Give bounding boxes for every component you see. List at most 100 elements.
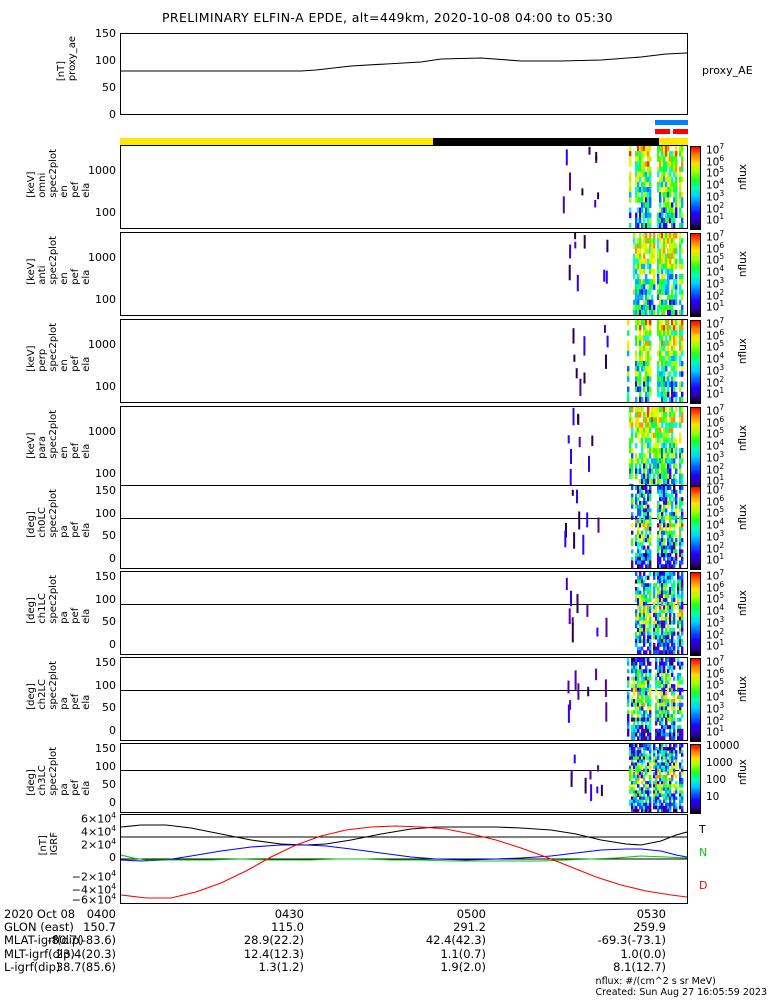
colorbar-tick-label: 102: [706, 712, 725, 728]
xaxis-cell: 1.0(0.0): [620, 946, 666, 961]
xaxis-cell: 28.9(22.2): [243, 933, 304, 948]
exponent: 1: [719, 724, 725, 734]
axis-title-part: [deg]: [26, 597, 37, 624]
axis-title-part: ela: [81, 443, 92, 459]
colorbar-title: nflux: [737, 164, 749, 191]
colorbar-tick-label: 10000: [706, 740, 740, 752]
axis-title-part: en: [59, 446, 70, 459]
exponent: 1: [719, 386, 725, 396]
axis-title-part: pef: [70, 355, 81, 372]
exponent: 3: [719, 700, 725, 710]
colorbar-tick-label: 101: [706, 299, 725, 314]
spec_anti-axis-title: ela pef en spec2plot anti [keV]: [26, 236, 92, 285]
axis-title-part: [keV]: [26, 345, 37, 372]
colorbar-tick-label: 101: [706, 724, 725, 739]
pa_ch1-axis-title: ela pef pa spec2plot ch1LC [deg]: [26, 575, 92, 624]
axis-title-part: [keV]: [26, 432, 37, 459]
pa_ch2-spectrogram-data: [567, 658, 684, 740]
colorbar-tick-label: 104: [706, 351, 725, 366]
exponent: 3: [719, 449, 725, 459]
igrf-ytick-4e4: 4×104: [81, 824, 116, 839]
pa_ch1-ytick: 0: [109, 638, 116, 651]
colorbar-tick-label: 107: [706, 229, 725, 244]
dnbar-day-1: [120, 138, 433, 147]
xaxis-row-label: MLT-igrf(dip): [4, 946, 75, 961]
panel-pa_ch1: [120, 571, 688, 655]
pa_ch3-ytick: 50: [102, 778, 116, 791]
xaxis-cell: 291.2: [453, 920, 486, 935]
colorbar-3: [690, 407, 701, 491]
exponent: 6: [719, 153, 725, 163]
colorbar-tick-label: 101: [706, 212, 725, 227]
exponent: 6: [719, 493, 725, 503]
spec_anti-ytick: 100: [95, 293, 116, 306]
exponent: 7: [719, 654, 725, 663]
colorbar-tick-label: 102: [706, 200, 725, 216]
exponent: 2: [719, 374, 725, 384]
pa_ch2-ytick: 0: [109, 724, 116, 737]
colorbar-tick-label: 102: [706, 540, 725, 556]
marker-red-right: [673, 129, 688, 134]
colorbar-tick-label: 1000: [706, 757, 733, 770]
colorbar-0: [690, 146, 701, 230]
xaxis-cell: 150.7: [83, 920, 116, 935]
colorbar-tick-label: 102: [706, 461, 725, 477]
proxy-ae-ytick-150: 150: [95, 27, 116, 40]
exponent: 3: [719, 362, 725, 372]
axis-title-part: pa: [59, 697, 70, 710]
colorbar-tick-label: 103: [706, 275, 725, 291]
colorbar-tick-label: 103: [706, 449, 725, 465]
pa_ch0-ytick: 50: [102, 529, 116, 543]
axis-title-part: ela: [81, 694, 92, 710]
colorbar-title: nflux: [737, 425, 749, 452]
colorbar-tick-label: 105: [706, 505, 725, 520]
xaxis-cell: 259.9: [633, 920, 666, 935]
exponent: 7: [719, 142, 725, 151]
exponent: 6: [719, 579, 725, 589]
panel-spec_para: [120, 406, 688, 490]
axis-title-part: spec2plot: [48, 236, 59, 285]
xaxis-cell: 42.4(42.3): [425, 933, 486, 948]
axis-title-part: pa: [59, 611, 70, 624]
spec_para-ytick: 100: [95, 467, 116, 480]
pa_ch1-ytick: 150: [95, 570, 116, 583]
xaxis-row-label: L-igrf(dip): [4, 959, 61, 974]
colorbar-tick-label: 107: [706, 482, 725, 497]
spec_perp-axis-title: ela pef en spec2plot perp [keV]: [26, 323, 92, 372]
axis-title-part: pef: [70, 521, 81, 538]
axis-title-part: proxy_ae: [67, 36, 78, 82]
colorbar-tick-label: 101: [706, 386, 725, 401]
footer-line-1: nflux: #/(cm^2 s sr MeV): [595, 976, 716, 987]
axis-title-part: spec2plot: [48, 410, 59, 459]
exponent: 4: [719, 603, 725, 613]
xaxis-cell: 1.1(0.7): [440, 946, 486, 961]
dnbar-night-1: [433, 138, 659, 147]
xaxis-cell: 1.3(1.2): [258, 959, 304, 974]
igrf-trace-n: [121, 854, 687, 862]
spec_perp-ytick: 1000: [88, 338, 116, 351]
exponent: 5: [719, 591, 725, 601]
pa_ch1-ytick: 100: [95, 592, 116, 606]
exponent: 2: [719, 200, 725, 210]
xaxis-cell: -69.3(-73.1): [597, 933, 666, 948]
igrf-ytick-m2e4: −2×104: [71, 869, 116, 884]
spec_anti-spectrogram-data: [568, 233, 684, 315]
exponent: 1: [719, 638, 725, 648]
pa_ch0-ytick: 100: [95, 506, 116, 520]
igrf-ytick-2e4: 2×104: [81, 837, 116, 852]
spec_omni-ytick: 1000: [88, 164, 116, 177]
xaxis-cell: 0400: [86, 907, 116, 921]
pa_ch2-ytick: 100: [95, 678, 116, 692]
colorbar-tick-label: 101: [706, 552, 725, 567]
colorbar-7: [690, 744, 701, 814]
colorbar-1: [690, 233, 701, 317]
exponent: 5: [719, 252, 725, 262]
axis-title-part: [nT]: [56, 60, 67, 82]
marker-red-left: [655, 129, 670, 134]
colorbar-tick-label: 106: [706, 493, 725, 509]
spec_omni-axis-title: ela pef en spec2plot omni [keV]: [26, 149, 92, 198]
colorbar-tick-label: 105: [706, 339, 725, 354]
colorbar-title: nflux: [737, 590, 749, 617]
panel-pa_ch2: [120, 657, 688, 741]
exponent: 3: [719, 275, 725, 285]
